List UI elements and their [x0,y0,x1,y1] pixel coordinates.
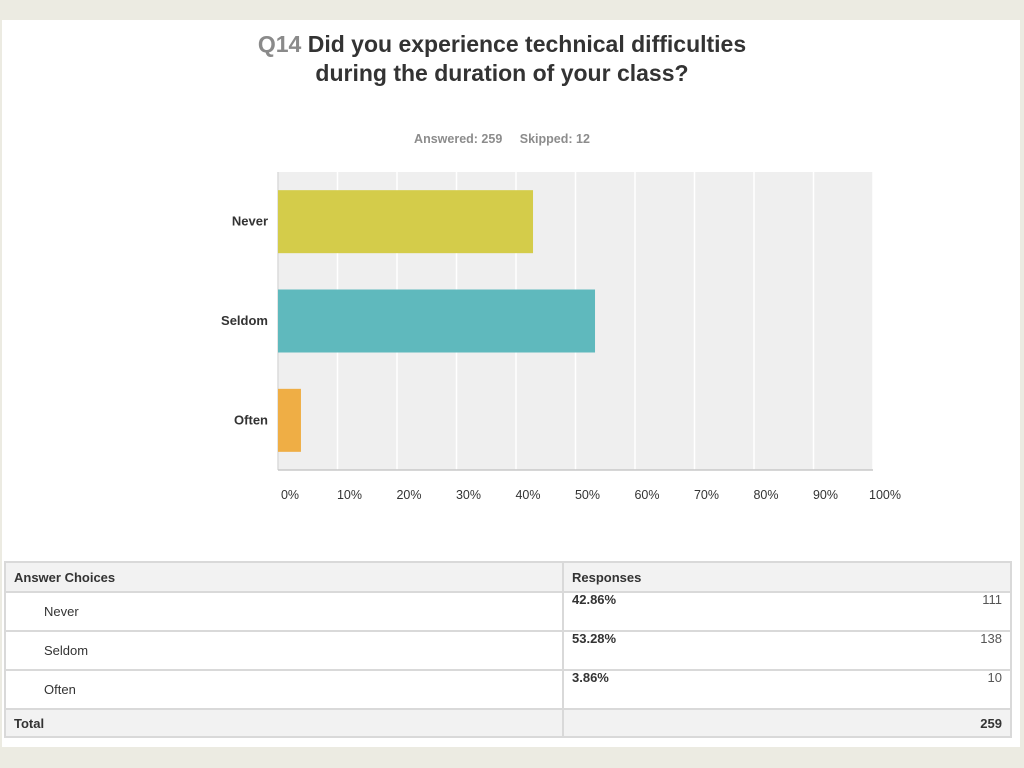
choice-cell: Often [4,669,564,710]
total-label: Total [4,708,564,738]
x-tick-label: 10% [337,488,362,502]
x-tick-label: 100% [869,488,901,502]
x-tick-label: 50% [575,488,600,502]
response-summary: Answered: 259 Skipped: 12 [252,132,752,146]
skipped-count: Skipped: 12 [519,132,590,146]
question-text: Did you experience technical difficultie… [307,31,747,86]
x-tick-label: 90% [813,488,838,502]
table-row: Never 42.86% 111 [4,591,1012,632]
table-row: Seldom 53.28% 138 [4,630,1012,671]
x-tick-label: 60% [634,488,659,502]
y-category-label: Never [232,214,268,229]
response-count: 10 [987,670,1002,685]
header-responses: Responses [562,561,1012,593]
x-tick-label: 40% [515,488,540,502]
bar-never [278,190,534,254]
response-cell: 53.28% 138 [562,630,1012,671]
responses-table: Answer Choices Responses Never 42.86% 11… [4,561,1012,738]
table-header-row: Answer Choices Responses [4,561,1012,593]
response-cell: 42.86% 111 [562,591,1012,632]
total-cell: 259 [562,708,1012,738]
slide: Q14 Did you experience technical difficu… [2,20,1020,747]
table-total-row: Total 259 [4,708,1012,738]
choice-cell: Never [4,591,564,632]
x-tick-label: 20% [396,488,421,502]
header-answer-choices: Answer Choices [4,561,564,593]
answered-count: Answered: 259 [414,132,503,146]
x-tick-label: 0% [281,488,299,502]
choice-cell: Seldom [4,630,564,671]
response-percent: 3.86% [572,670,609,685]
bar-often [278,388,301,452]
x-tick-label: 30% [456,488,481,502]
x-tick-label: 70% [694,488,719,502]
response-percent: 42.86% [572,592,617,607]
table-row: Often 3.86% 10 [4,669,1012,710]
bar-chart: 0% 10% 20% 30% 40% 50% 60% 70% 80% 90% 100% Never Se… [221,172,901,502]
x-tick-label: 80% [753,488,778,502]
y-category-label: Often [234,412,268,427]
bar-seldom [278,289,596,353]
question-number: Q14 [257,31,302,57]
total-count: 259 [980,715,1002,731]
response-percent: 53.28% [572,631,617,646]
y-category-label: Seldom [221,313,268,328]
response-count: 138 [980,631,1002,646]
question-title: Q14 Did you experience technical difficu… [252,30,752,88]
response-cell: 3.86% 10 [562,669,1012,710]
response-count: 111 [982,592,1002,607]
